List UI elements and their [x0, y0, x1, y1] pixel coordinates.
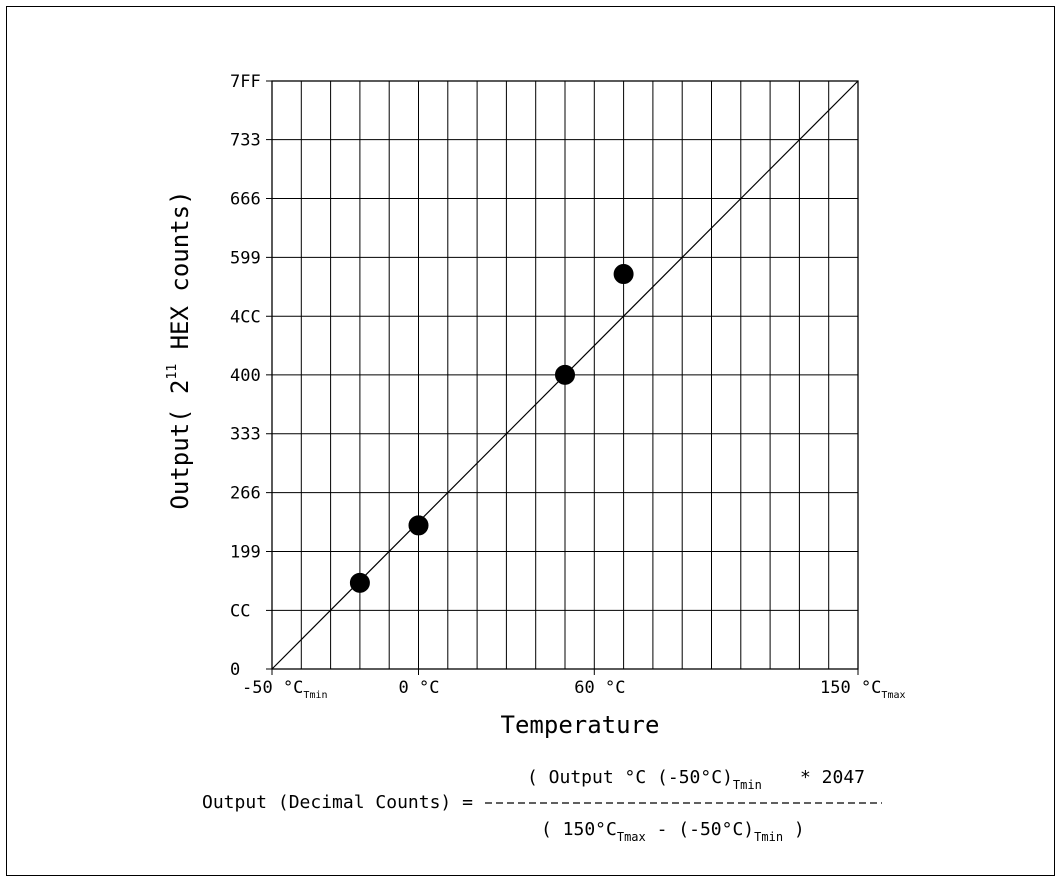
- formula-numerator-sub: Tmin: [733, 778, 762, 792]
- data-point: [349, 572, 370, 593]
- x-tick-label: 150 °CTmax: [820, 678, 906, 701]
- y-tick-label: 4CC: [230, 307, 261, 327]
- x-tick-label: 0 °C: [399, 678, 440, 698]
- formula-denominator-sub1: Tmax: [617, 830, 646, 844]
- data-point: [408, 515, 429, 536]
- y-tick-label: 199: [230, 543, 261, 563]
- data-point: [613, 264, 634, 285]
- y-tick-label: 599: [230, 248, 261, 268]
- formula-denominator: ( 150°CTmax - (-50°C)Tmin ): [541, 819, 805, 844]
- x-tick-label: -50 °CTmin: [242, 678, 328, 701]
- data-points: [349, 264, 634, 593]
- y-tick-label: CC: [230, 601, 250, 621]
- y-tick-label: 333: [230, 425, 261, 445]
- y-axis-label-suffix: HEX counts): [166, 190, 194, 363]
- y-tick-label: 733: [230, 131, 261, 151]
- x-tick-label: 60 °C: [574, 678, 625, 698]
- y-axis-label-prefix: Output( 2: [166, 380, 194, 510]
- y-axis-ticks: 0 CC 199 266 333 400 4CC 599 666 733 7FF: [230, 72, 272, 680]
- y-axis-label-exponent: 11: [165, 364, 180, 380]
- x-axis-ticks: -50 °CTmin 0 °C 60 °C 150 °CTmax: [242, 669, 906, 701]
- figure-frame: [6, 6, 1055, 876]
- data-point: [555, 364, 575, 385]
- y-tick-label: 400: [230, 366, 261, 386]
- y-tick-label: 0: [230, 660, 240, 680]
- y-tick-label: 266: [230, 484, 261, 504]
- y-axis-label: Output( 211 HEX counts): [165, 190, 194, 509]
- y-tick-label: 7FF: [230, 72, 261, 92]
- formula-denominator-text2: - (-50°C): [646, 819, 754, 840]
- y-tick-label: 666: [230, 189, 261, 209]
- formula-denominator-sub2: Tmin: [754, 830, 783, 844]
- formula-numerator-scale: * 2047: [800, 767, 865, 788]
- formula-numerator-text: ( Output °C (-50°C): [527, 767, 733, 788]
- formula-lhs: Output (Decimal Counts) =: [202, 792, 473, 813]
- x-axis-label: Temperature: [501, 711, 660, 739]
- formula-denominator-text3: ): [783, 819, 805, 840]
- formula-denominator-text: ( 150°C: [541, 819, 617, 840]
- formula-numerator: ( Output °C (-50°C)Tmin * 2047: [527, 767, 865, 792]
- formula: Output (Decimal Counts) = ( Output °C (-…: [202, 767, 882, 844]
- grid: [272, 81, 858, 669]
